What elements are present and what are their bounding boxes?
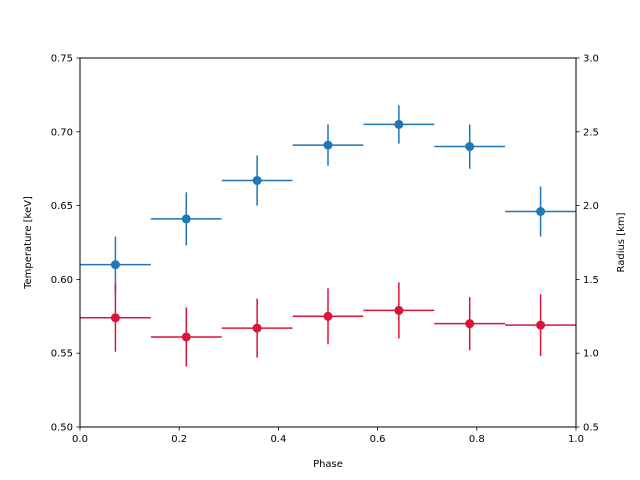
y-tick-label: 0.70 [51, 127, 73, 138]
y-tick-label: 0.65 [51, 201, 73, 212]
y2-tick-label: 3.0 [583, 54, 599, 65]
x-tick-label: 0.2 [171, 434, 187, 445]
y2-tick-label: 0.5 [583, 423, 599, 434]
x-axis-title: Phase [313, 459, 343, 470]
x-axis-ticks: 0.0 0.2 0.4 0.6 0.8 1.0 [72, 427, 584, 445]
data-point [181, 332, 191, 342]
y2-tick-label: 2.0 [583, 201, 599, 212]
data-point [181, 214, 191, 224]
data-point [465, 319, 475, 329]
data-point [394, 119, 404, 129]
data-point [252, 176, 262, 186]
x-tick-label: 0.4 [270, 434, 286, 445]
data-point [110, 260, 120, 270]
x-tick-label: 0.0 [72, 434, 88, 445]
y-axis-title: Temperature [keV] [23, 196, 34, 290]
series-2 [80, 282, 576, 367]
y-tick-label: 0.75 [51, 54, 73, 65]
y2-tick-label: 1.5 [583, 275, 599, 286]
data-point [323, 140, 333, 150]
y2-tick-label: 1.0 [583, 349, 599, 360]
plot-marks [80, 105, 576, 367]
x-tick-label: 1.0 [568, 434, 584, 445]
y2-axis-ticks: 0.5 1.0 1.5 2.0 2.5 3.0 [576, 54, 599, 434]
data-point [110, 313, 120, 323]
data-point [394, 305, 404, 315]
y2-tick-label: 2.5 [583, 127, 599, 138]
y-tick-label: 0.60 [51, 275, 73, 286]
x-tick-label: 0.6 [370, 434, 386, 445]
data-point [252, 323, 262, 333]
data-point [323, 311, 333, 321]
y-tick-label: 0.50 [51, 423, 73, 434]
y2-axis-title: Radius [km] [616, 212, 627, 272]
x-tick-label: 0.8 [469, 434, 485, 445]
data-point [465, 142, 475, 152]
data-point [536, 207, 546, 217]
y-axis-ticks: 0.50 0.55 0.60 0.65 0.70 0.75 [51, 54, 80, 434]
series-1 [80, 105, 576, 293]
plot-frame [79, 57, 577, 428]
data-point [536, 320, 546, 330]
y-tick-label: 0.55 [51, 349, 73, 360]
